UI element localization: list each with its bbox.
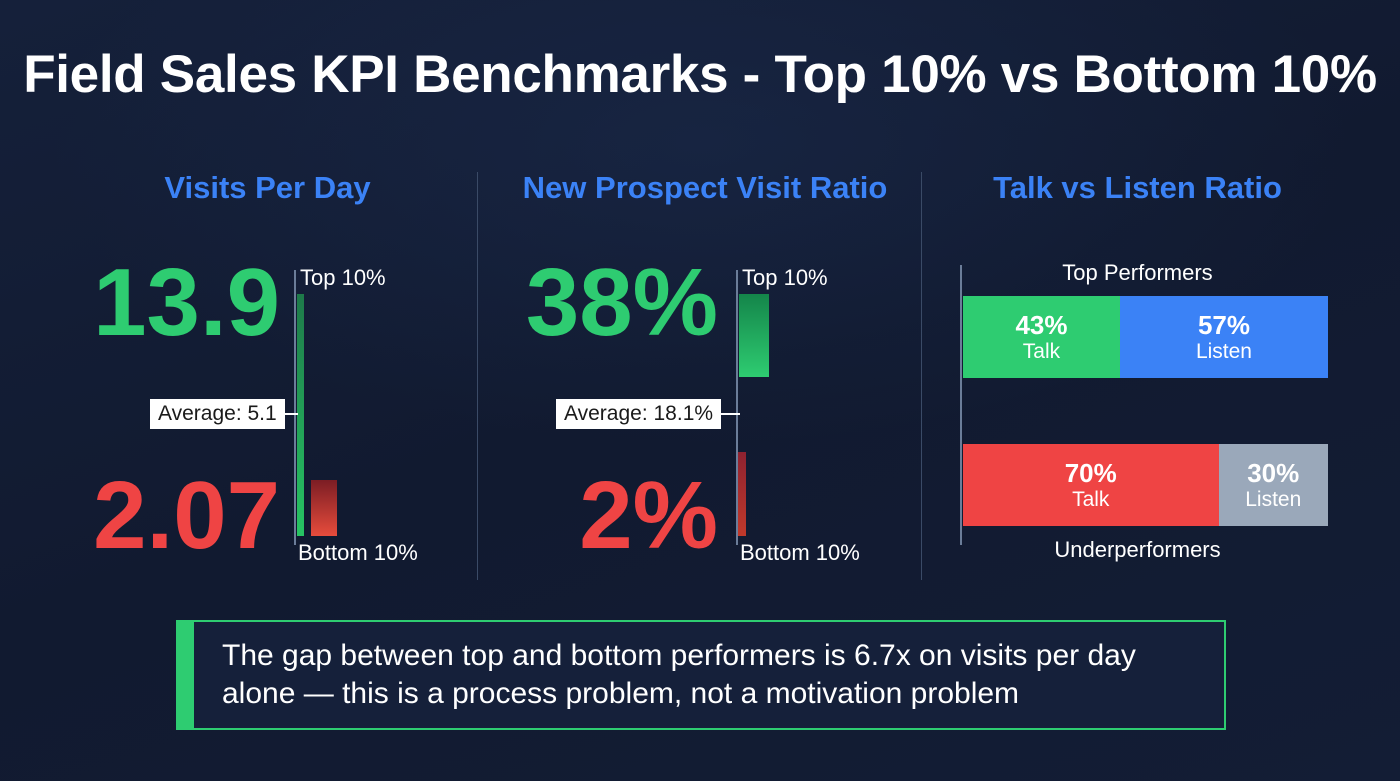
segment-bottom-talk: 70% Talk (963, 444, 1219, 526)
axis-line-prospect (736, 270, 738, 545)
panel-title-visits: Visits Per Day (164, 170, 371, 205)
value-bottom-visits: 2.07 (93, 462, 280, 569)
footer-callout: The gap between top and bottom performer… (176, 620, 1226, 730)
panel-new-prospect-ratio: New Prospect Visit Ratio 38% 2% Top 10% … (490, 160, 920, 580)
segment-bottom-talk-name: Talk (1072, 487, 1110, 511)
label-bottom-visits: Bottom 10% (298, 540, 418, 565)
average-label-prospect: Average: 18.1% (556, 399, 722, 430)
footer-callout-text: The gap between top and bottom performer… (222, 638, 1136, 710)
segment-top-listen-pct: 57% (1197, 309, 1250, 340)
footer-accent-bar (178, 622, 194, 728)
value-top-visits: 13.9 (93, 249, 280, 356)
bar-top-visits (297, 294, 304, 536)
value-bottom-prospect: 2% (579, 462, 718, 569)
segment-top-talk-pct: 43% (1015, 309, 1068, 340)
panel-title-prospect: New Prospect Visit Ratio (522, 170, 888, 205)
label-top-visits: Top 10% (300, 265, 386, 290)
panel-divider-1 (477, 172, 478, 580)
panel-title-talk-listen: Talk vs Listen Ratio (993, 170, 1282, 205)
segment-top-talk: 43% Talk (963, 296, 1120, 378)
label-top-prospect: Top 10% (742, 265, 828, 290)
group-label-underperformers: Underperformers (1054, 537, 1221, 562)
panel-visits-per-day: Visits Per Day 13.9 2.07 Top 10% Bottom … (60, 160, 475, 580)
bar-bottom-prospect (738, 452, 746, 536)
segment-top-talk-name: Talk (1022, 339, 1061, 363)
page-title: Field Sales KPI Benchmarks - Top 10% vs … (23, 45, 1377, 104)
stack-bar-underperformers: 70% Talk 30% Listen (963, 444, 1328, 526)
bar-top-prospect (739, 294, 769, 377)
segment-bottom-listen-name: Listen (1245, 487, 1302, 511)
bar-bottom-visits (311, 480, 337, 536)
value-top-prospect: 38% (525, 249, 718, 356)
segment-top-listen: 57% Listen (1119, 296, 1328, 378)
average-label-visits: Average: 5.1 (150, 399, 285, 430)
axis-line-talk-listen (960, 265, 962, 545)
segment-bottom-listen-pct: 30% (1247, 457, 1300, 488)
segment-bottom-listen: 30% Listen (1218, 444, 1328, 526)
label-bottom-prospect: Bottom 10% (740, 540, 860, 565)
segment-bottom-talk-pct: 70% (1064, 457, 1117, 488)
stack-bar-top-performers: 43% Talk 57% Listen (963, 296, 1328, 378)
group-label-top-performers: Top Performers (1062, 260, 1213, 285)
panel-talk-vs-listen: Talk vs Listen Ratio Top Performers 43% … (935, 160, 1340, 580)
panel-divider-2 (921, 172, 922, 580)
axis-line-visits (294, 270, 296, 545)
segment-top-listen-name: Listen (1195, 339, 1252, 363)
